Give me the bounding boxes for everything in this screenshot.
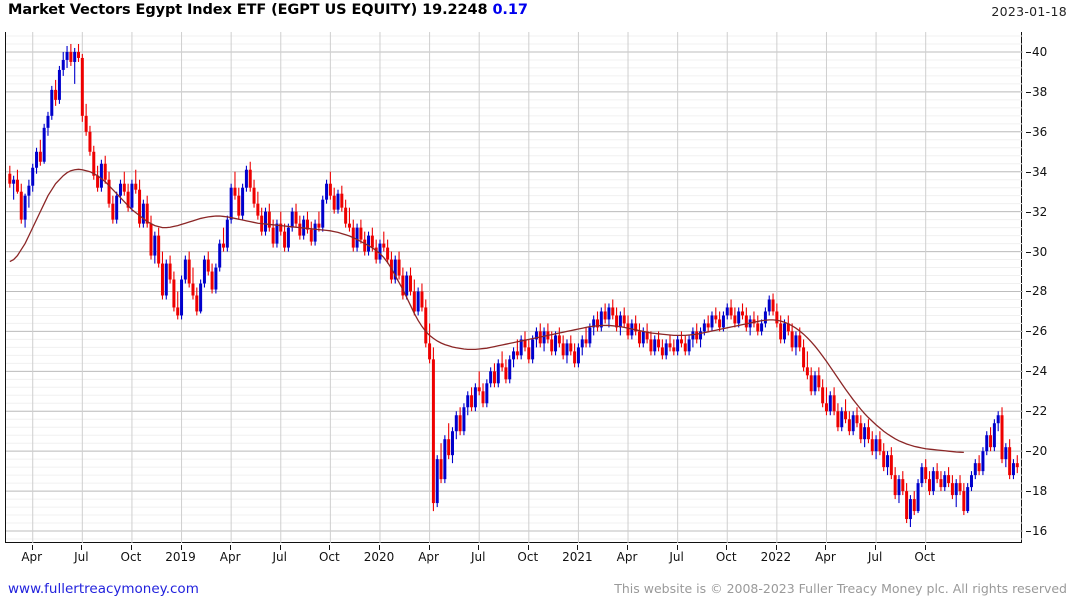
y-axis-tick bbox=[1026, 171, 1031, 173]
x-axis-tick-label: Apr bbox=[219, 550, 241, 564]
y-axis-tick-label: 16 bbox=[1032, 524, 1048, 539]
y-axis-tick-label: 30 bbox=[1032, 244, 1048, 259]
x-axis-tick bbox=[775, 545, 777, 550]
instrument-title: Market Vectors Egypt Index ETF (EGPT US … bbox=[8, 2, 418, 18]
x-axis-tick bbox=[527, 545, 529, 550]
site-url[interactable]: www.fullertreacymoney.com bbox=[8, 581, 199, 597]
x-axis-tick-label: Oct bbox=[517, 550, 539, 564]
x-axis-tick bbox=[478, 545, 480, 550]
x-axis-tick-label: 2020 bbox=[363, 550, 395, 564]
x-axis-labels: Apr Jul Oct 2019 Apr Jul Oct 2020 Apr Jul Oct 2021 A… bbox=[5, 545, 1022, 567]
candlestick-svg bbox=[6, 32, 1023, 543]
x-axis-tick-label: Oct bbox=[914, 550, 936, 564]
as-of-date: 2023-01-18 bbox=[991, 4, 1067, 19]
x-axis-tick-label: Apr bbox=[815, 550, 836, 564]
y-axis-tick-label: 38 bbox=[1032, 84, 1048, 99]
price-change: 0.17 bbox=[492, 2, 528, 18]
last-price: 19.2248 bbox=[422, 2, 488, 18]
y-axis-tick-label: 34 bbox=[1032, 164, 1048, 179]
x-axis-tick bbox=[31, 545, 33, 550]
y-axis-tick-label: 36 bbox=[1032, 124, 1048, 139]
y-axis-tick bbox=[1026, 51, 1031, 53]
y-axis-tick bbox=[1026, 371, 1031, 373]
x-axis-tick-label: 2021 bbox=[562, 550, 593, 564]
x-axis-tick-label: Apr bbox=[418, 550, 439, 564]
x-axis-tick bbox=[180, 545, 182, 550]
y-axis-tick bbox=[1026, 211, 1031, 213]
x-axis-tick-label: Jul bbox=[74, 550, 89, 564]
y-axis-tick-label: 40 bbox=[1032, 44, 1048, 59]
x-axis-tick-label: Oct bbox=[120, 550, 142, 564]
x-axis-tick bbox=[130, 545, 132, 550]
y-axis-tick bbox=[1026, 411, 1031, 413]
chart-header: Market Vectors Egypt Index ETF (EGPT US … bbox=[8, 2, 528, 18]
x-axis-tick bbox=[230, 545, 232, 550]
x-axis-tick-label: Oct bbox=[715, 550, 737, 564]
x-axis-tick-label: Apr bbox=[21, 550, 43, 564]
y-axis-tick bbox=[1026, 491, 1031, 493]
x-axis-tick bbox=[378, 545, 380, 550]
x-axis-tick-label: Jul bbox=[867, 550, 883, 564]
y-axis-tick-label: 24 bbox=[1032, 364, 1048, 379]
x-axis-tick-label: Jul bbox=[470, 550, 486, 564]
x-axis-tick-label: Oct bbox=[318, 550, 340, 564]
y-axis-tick bbox=[1026, 291, 1031, 293]
y-axis-tick-label: 18 bbox=[1032, 484, 1048, 499]
x-axis-tick bbox=[825, 545, 827, 550]
x-axis-tick bbox=[329, 545, 331, 550]
y-axis-tick-label: 26 bbox=[1032, 324, 1048, 339]
x-axis-tick bbox=[676, 545, 678, 550]
x-axis-tick-label: 2019 bbox=[165, 550, 196, 564]
y-axis-tick bbox=[1026, 251, 1031, 253]
y-axis-tick-label: 22 bbox=[1032, 404, 1048, 419]
y-axis-tick bbox=[1026, 131, 1031, 133]
x-axis-tick-label: 2022 bbox=[760, 550, 792, 564]
x-axis-tick bbox=[279, 545, 281, 550]
y-axis-labels: 16 18 20 22 24 26 28 30 32 34 36 38 40 bbox=[1026, 32, 1071, 543]
y-axis-tick-label: 28 bbox=[1032, 284, 1048, 299]
y-axis-tick bbox=[1026, 331, 1031, 333]
y-axis-tick bbox=[1026, 531, 1031, 533]
x-axis-tick bbox=[924, 545, 926, 550]
x-axis-tick bbox=[428, 545, 430, 550]
x-axis-tick-label: Apr bbox=[616, 550, 638, 564]
y-axis-tick bbox=[1026, 451, 1031, 453]
x-axis-tick-label: Jul bbox=[272, 550, 287, 564]
y-axis-tick-label: 32 bbox=[1032, 204, 1048, 219]
y-axis-tick bbox=[1026, 91, 1031, 93]
x-axis-tick-label: Jul bbox=[669, 550, 684, 564]
y-axis-tick-label: 20 bbox=[1032, 444, 1048, 459]
x-axis-tick bbox=[726, 545, 728, 550]
x-axis-tick bbox=[627, 545, 629, 550]
x-axis-tick bbox=[81, 545, 83, 550]
price-plot-area bbox=[5, 32, 1023, 543]
copyright-notice: This website is © 2008-2023 Fuller Treac… bbox=[614, 581, 1067, 596]
x-axis-tick bbox=[875, 545, 877, 550]
x-axis-tick bbox=[577, 545, 579, 550]
